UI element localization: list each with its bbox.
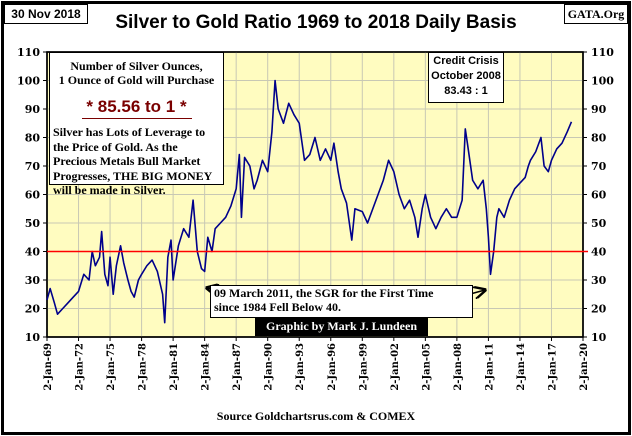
x-tick-label: 2-Jan-81 (169, 343, 180, 391)
x-tick-label: 2-Jan-96 (327, 343, 338, 391)
y-tick-label-right: 100 (591, 75, 614, 88)
x-tick-label: 2-Jan-14 (516, 343, 527, 391)
y-tick-label-right: 90 (591, 103, 607, 116)
info-body-line: will be made in Silver. (53, 183, 166, 197)
y-tick-label: 20 (25, 303, 41, 316)
series-line (46, 79, 573, 324)
x-tick-label: 2-Jan-93 (295, 343, 306, 391)
y-tick-label-right: 80 (591, 132, 607, 145)
site-label: GATA.Org (564, 4, 628, 24)
y-tick-label: 30 (25, 274, 41, 287)
x-tick-label: 2-Jan-84 (201, 343, 212, 391)
annotation-line: since 1984 Fell Below 40. (214, 300, 341, 314)
plot-border (46, 51, 584, 338)
y-tick-label: 70 (25, 160, 41, 173)
info-body-line: Silver has Lots of Leverage to (53, 125, 206, 139)
y-tick-label: 50 (25, 217, 41, 230)
info-body-line: Progresses, THE BIG MONEY (53, 168, 213, 183)
y-tick-label: 40 (25, 246, 41, 259)
y-tick-label-right: 40 (591, 246, 607, 259)
x-tick-label: 2-Jan-08 (453, 343, 464, 391)
credit-crisis-line: Credit Crisis (433, 55, 499, 67)
graphic-credit: Graphic by Mark J. Lundeen (255, 317, 428, 336)
y-tick-label: 80 (25, 132, 41, 145)
y-tick-label-right: 50 (591, 217, 607, 230)
credit-crisis-line: 83.43 : 1 (444, 85, 488, 97)
y-tick-label: 100 (17, 75, 40, 88)
y-tick-label-right: 20 (591, 303, 607, 316)
y-tick-label: 60 (25, 189, 41, 202)
y-tick-label: 10 (25, 331, 41, 344)
x-tick-label: 2-Jan-02 (390, 343, 401, 391)
annotation-line: 09 March 2011, the SGR for the First Tim… (214, 286, 434, 300)
x-tick-label: 2-Jan-20 (579, 343, 590, 391)
current-ratio: * 85.56 to 1 * (81, 97, 192, 119)
y-tick-label-right: 110 (591, 46, 614, 59)
y-tick-label-right: 70 (591, 160, 607, 173)
info-heading-2: 1 Ounce of Gold will Purchase (58, 73, 215, 87)
date-label: 30 Nov 2018 (4, 4, 88, 24)
source-label: Source Goldchartsrus.com & COMEX (216, 409, 416, 423)
x-tick-label: 2-Jan-90 (264, 343, 275, 391)
x-tick-label: 2-Jan-87 (232, 343, 243, 391)
info-box: Number of Silver Ounces, 1 Ounce of Gold… (49, 52, 224, 197)
annotation-box: 09 March 2011, the SGR for the First Tim… (210, 285, 473, 318)
credit-crisis-line: October 2008 (431, 70, 501, 82)
x-tick-label: 2-Jan-17 (547, 343, 558, 391)
x-tick-label: 2-Jan-99 (358, 343, 369, 391)
x-tick-label: 2-Jan-75 (106, 343, 117, 391)
x-tick-label: 2-Jan-05 (421, 343, 432, 391)
y-tick-label-right: 10 (591, 331, 607, 344)
x-tick-label: 2-Jan-78 (138, 343, 149, 391)
x-tick-label: 2-Jan-72 (75, 343, 86, 391)
y-tick-label-right: 30 (591, 274, 607, 287)
y-tick-label: 110 (17, 46, 40, 59)
info-heading-1: Number of Silver Ounces, (70, 59, 203, 73)
y-tick-label: 90 (25, 103, 41, 116)
info-body-line: Precious Metals Bull Market (53, 154, 201, 168)
x-tick-label: 2-Jan-11 (484, 343, 495, 391)
x-tick-label: 2-Jan-69 (43, 343, 54, 391)
chart-title: Silver to Gold Ratio 1969 to 2018 Daily … (115, 12, 517, 33)
y-tick-label-right: 60 (591, 189, 607, 202)
credit-crisis-box: Credit Crisis October 2008 83.43 : 1 (428, 52, 504, 103)
info-body-line: the Price of Gold. As the (53, 139, 178, 154)
